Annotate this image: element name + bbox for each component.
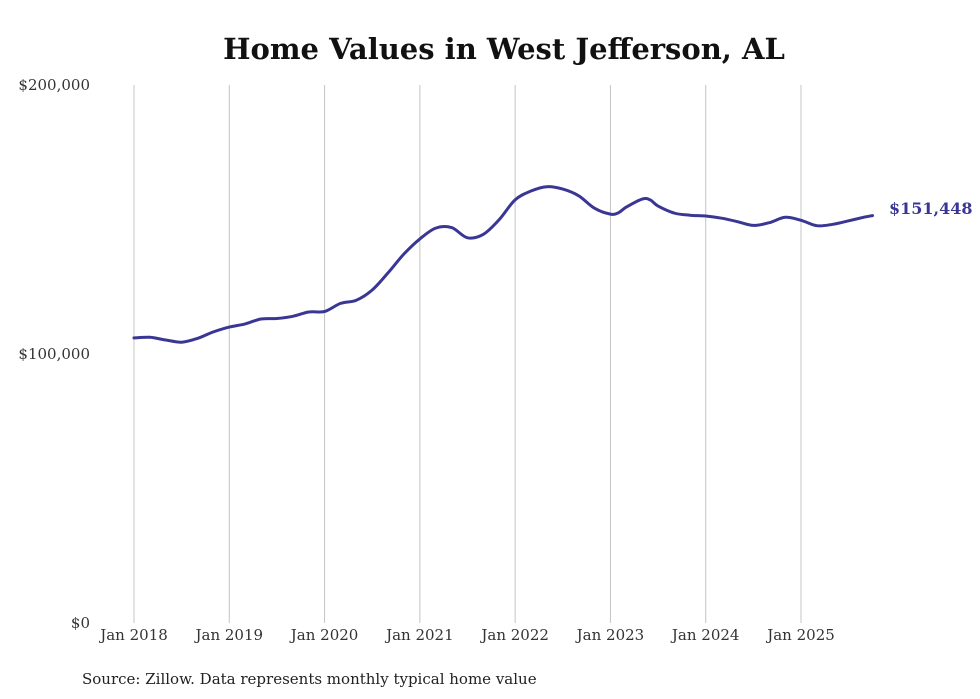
series-layer <box>132 185 874 344</box>
home-value-line <box>132 185 874 344</box>
x-tick-label: Jan 2024 <box>670 626 740 644</box>
x-tick-label: Jan 2022 <box>479 626 549 644</box>
y-tick-label: $200,000 <box>18 76 90 94</box>
source-note: Source: Zillow. Data represents monthly … <box>82 670 537 688</box>
y-tick-label: $100,000 <box>18 345 90 363</box>
y-axis: $0 $100,000 $200,000 <box>18 76 90 632</box>
grid-layer <box>133 85 802 623</box>
chart-title: Home Values in West Jefferson, AL <box>223 32 785 66</box>
x-axis: Jan 2018 Jan 2019 Jan 2020 Jan 2021 Jan 2022… <box>98 626 835 644</box>
x-tick-label: Jan 2018 <box>98 626 168 644</box>
x-tick-label: Jan 2020 <box>289 626 359 644</box>
x-tick-label: Jan 2025 <box>765 626 835 644</box>
latest-value-label: $151,448 <box>889 199 973 218</box>
x-tick-label: Jan 2023 <box>575 626 645 644</box>
y-tick-label: $0 <box>71 614 90 632</box>
x-tick-label: Jan 2019 <box>194 626 264 644</box>
x-tick-label: Jan 2021 <box>384 626 454 644</box>
